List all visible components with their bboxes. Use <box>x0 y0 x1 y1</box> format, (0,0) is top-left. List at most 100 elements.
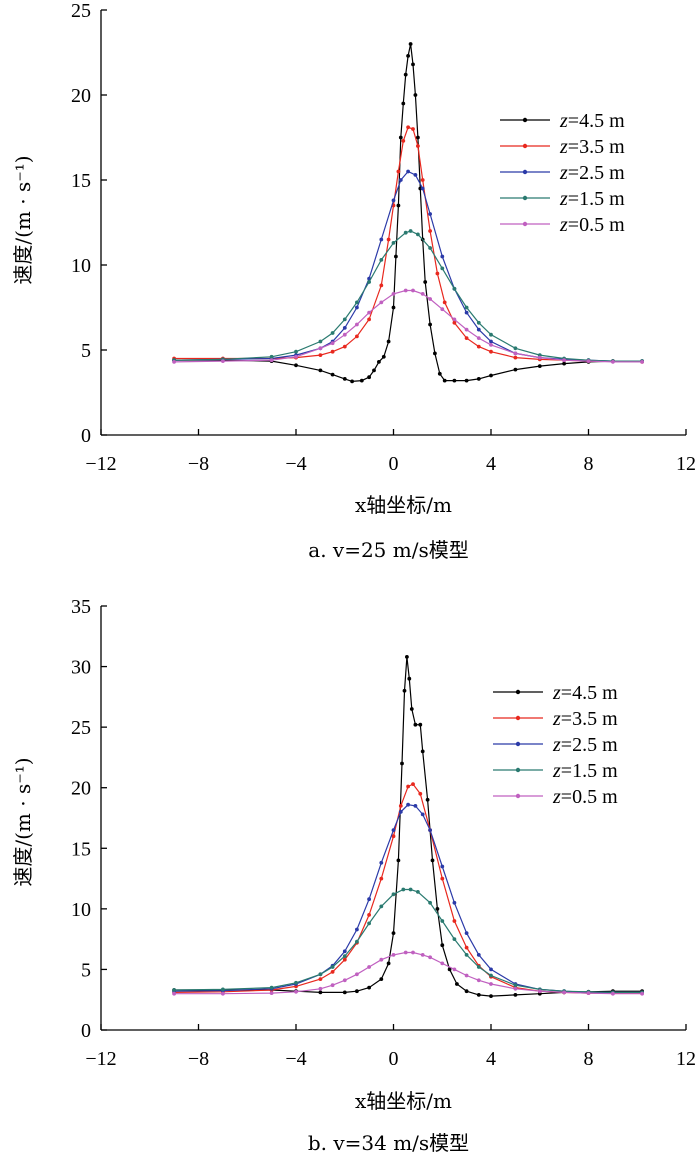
data-point <box>355 939 359 944</box>
data-point <box>440 307 445 312</box>
data-point <box>406 169 410 174</box>
data-point <box>379 258 384 262</box>
data-point <box>407 676 412 681</box>
legend-swatch-marker <box>522 143 528 149</box>
data-point <box>411 288 415 293</box>
data-point <box>411 127 415 131</box>
data-point <box>318 339 323 344</box>
data-point <box>403 950 408 955</box>
data-point <box>355 927 359 932</box>
data-point <box>367 375 371 380</box>
y-tick-label: 30 <box>71 657 91 679</box>
data-point <box>452 967 457 972</box>
data-point <box>379 860 384 865</box>
chart-caption: a. v=25 m/s模型 <box>308 538 468 562</box>
data-point <box>455 982 459 986</box>
data-point <box>476 320 481 325</box>
data-point <box>428 900 432 905</box>
data-point <box>386 339 391 344</box>
data-point <box>379 957 384 962</box>
data-point <box>428 322 432 327</box>
data-point <box>221 987 225 992</box>
y-tick-label: 10 <box>71 255 91 277</box>
data-point <box>405 655 409 659</box>
data-point <box>269 354 274 359</box>
legend-label: z=0.5 m <box>552 786 618 808</box>
data-point <box>464 953 469 957</box>
data-point <box>355 989 359 994</box>
data-point <box>476 978 481 983</box>
data-point <box>513 367 518 372</box>
legend-item: z=3.5 m <box>493 708 618 730</box>
x-tick-label: −8 <box>188 453 209 475</box>
x-axis-label: x轴坐标/m <box>355 1089 452 1113</box>
data-point <box>172 988 177 992</box>
data-point <box>401 101 406 106</box>
data-point <box>355 972 359 977</box>
data-point <box>411 62 415 67</box>
data-point <box>367 965 371 969</box>
data-point <box>342 949 347 954</box>
data-point <box>447 967 452 972</box>
data-point <box>452 378 457 383</box>
data-point <box>372 368 376 373</box>
data-point <box>342 344 347 349</box>
y-axis-label: 速度/(m · s⁻¹) <box>11 757 35 886</box>
data-point <box>440 876 445 881</box>
legend-swatch-marker <box>515 741 521 747</box>
data-point <box>396 203 401 208</box>
data-point <box>221 359 225 363</box>
data-point <box>330 349 335 354</box>
data-point <box>318 977 323 981</box>
data-point <box>318 986 323 991</box>
data-point <box>294 989 298 994</box>
data-point <box>398 135 403 140</box>
data-point <box>398 804 403 808</box>
data-point <box>428 828 432 832</box>
y-tick-label: 20 <box>71 778 91 800</box>
data-point <box>294 354 298 359</box>
data-point <box>398 178 403 182</box>
series-line <box>174 951 643 995</box>
data-point <box>416 232 420 237</box>
data-point <box>269 985 274 990</box>
legend-label: z=0.5 m <box>559 214 625 236</box>
data-point <box>513 351 518 356</box>
data-point <box>464 305 469 310</box>
data-point <box>442 300 447 305</box>
data-point <box>420 186 425 191</box>
x-axis-label: x轴坐标/m <box>355 493 452 517</box>
legend-label: z=4.5 m <box>559 110 625 132</box>
data-point <box>367 985 371 990</box>
data-point <box>418 791 423 796</box>
data-point <box>379 876 384 881</box>
data-point <box>406 802 410 807</box>
data-point <box>425 797 430 802</box>
legend-item: z=1.5 m <box>493 760 618 782</box>
data-point <box>396 858 401 863</box>
legend: z=4.5 m z=3.5 m z=2.5 m z=1.5 m z=0.5 m <box>493 682 618 808</box>
y-tick-label: 35 <box>71 596 91 618</box>
data-point <box>430 858 435 863</box>
data-point <box>318 346 323 351</box>
data-point <box>428 246 432 250</box>
legend-label: z=2.5 m <box>559 162 625 184</box>
legend-item: z=2.5 m <box>500 162 625 184</box>
data-point <box>562 361 566 366</box>
data-point <box>537 355 542 360</box>
legend-swatch-marker <box>515 767 521 773</box>
data-point <box>611 991 615 996</box>
data-point <box>513 983 518 988</box>
data-point <box>476 336 481 340</box>
data-point <box>440 961 445 966</box>
legend-swatch-marker <box>522 117 528 123</box>
data-point <box>489 973 493 978</box>
legend-item: z=2.5 m <box>493 734 618 756</box>
data-point <box>386 961 391 966</box>
y-tick-label: 10 <box>71 899 91 921</box>
data-point <box>437 371 442 376</box>
data-point <box>513 993 518 997</box>
data-point <box>418 722 423 727</box>
data-point <box>476 327 481 332</box>
